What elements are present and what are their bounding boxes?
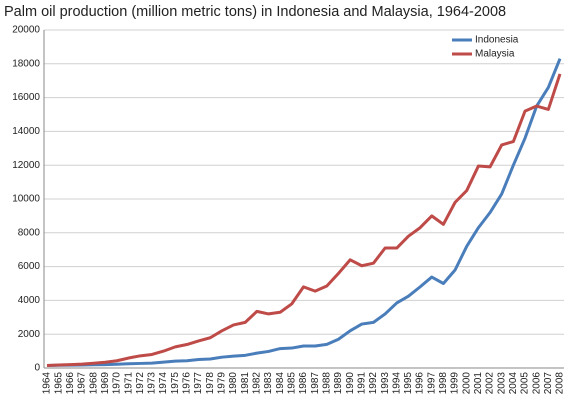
y-tick-label: 20000 bbox=[12, 25, 40, 36]
y-tick-label: 14000 bbox=[12, 126, 40, 137]
x-tick-label: 2002 bbox=[485, 372, 496, 395]
x-tick-label: 1998 bbox=[438, 372, 449, 395]
y-tick-label: 16000 bbox=[12, 92, 40, 103]
y-tick-label: 10000 bbox=[12, 194, 40, 205]
x-tick-label: 1975 bbox=[170, 372, 181, 395]
x-tick-label: 1992 bbox=[368, 372, 379, 395]
x-tick-label: 1972 bbox=[135, 372, 146, 395]
x-tick-label: 1979 bbox=[217, 372, 228, 395]
y-tick-label: 2000 bbox=[18, 329, 41, 340]
x-tick-label: 1983 bbox=[263, 372, 274, 395]
y-tick-label: 6000 bbox=[18, 261, 41, 272]
x-tick-label: 1989 bbox=[333, 372, 344, 395]
x-tick-label: 1969 bbox=[100, 372, 111, 395]
x-tick-label: 1997 bbox=[426, 372, 437, 395]
x-tick-label: 1978 bbox=[205, 372, 216, 395]
series-line bbox=[46, 58, 562, 367]
x-tick-label: 1967 bbox=[77, 372, 88, 395]
x-tick-label: 1988 bbox=[321, 372, 332, 395]
legend-label: Indonesia bbox=[475, 35, 519, 46]
x-tick-label: 1974 bbox=[158, 372, 169, 395]
x-tick-label: 1991 bbox=[356, 372, 367, 395]
x-tick-label: 1982 bbox=[252, 372, 263, 395]
legend-label: Malaysia bbox=[475, 49, 515, 60]
x-tick-label: 1973 bbox=[147, 372, 158, 395]
x-tick-label: 1966 bbox=[65, 372, 76, 395]
y-tick-label: 12000 bbox=[12, 160, 40, 171]
x-tick-label: 2005 bbox=[520, 372, 531, 395]
x-tick-label: 1986 bbox=[298, 372, 309, 395]
x-tick-label: 2006 bbox=[531, 372, 542, 395]
x-tick-label: 1996 bbox=[415, 372, 426, 395]
x-tick-label: 1971 bbox=[123, 372, 134, 395]
x-tick-label: 1976 bbox=[182, 372, 193, 395]
x-tick-label: 2008 bbox=[555, 372, 566, 395]
series-line bbox=[46, 73, 562, 367]
x-tick-label: 1995 bbox=[403, 372, 414, 395]
y-tick-label: 0 bbox=[34, 363, 40, 374]
x-tick-label: 2003 bbox=[496, 372, 507, 395]
x-tick-label: 1985 bbox=[286, 372, 297, 395]
x-tick-label: 2001 bbox=[473, 372, 484, 395]
x-tick-label: 1968 bbox=[88, 372, 99, 395]
x-tick-label: 2007 bbox=[543, 372, 554, 395]
x-tick-label: 1965 bbox=[53, 372, 64, 395]
x-tick-label: 1981 bbox=[240, 372, 251, 395]
x-tick-label: 1990 bbox=[345, 372, 356, 395]
x-tick-label: 1970 bbox=[112, 372, 123, 395]
x-tick-label: 1987 bbox=[310, 372, 321, 395]
x-tick-label: 2004 bbox=[508, 372, 519, 395]
chart-title: Palm oil production (million metric tons… bbox=[4, 4, 506, 20]
x-tick-label: 1993 bbox=[380, 372, 391, 395]
x-tick-label: 1977 bbox=[193, 372, 204, 395]
x-tick-label: 1999 bbox=[450, 372, 461, 395]
x-tick-label: 2000 bbox=[461, 372, 472, 395]
x-tick-label: 1994 bbox=[391, 372, 402, 395]
x-tick-label: 1980 bbox=[228, 372, 239, 395]
y-tick-label: 18000 bbox=[12, 58, 40, 69]
y-tick-label: 4000 bbox=[18, 295, 41, 306]
x-tick-label: 1984 bbox=[275, 372, 286, 395]
x-tick-label: 1964 bbox=[42, 372, 53, 395]
y-tick-label: 8000 bbox=[18, 227, 41, 238]
